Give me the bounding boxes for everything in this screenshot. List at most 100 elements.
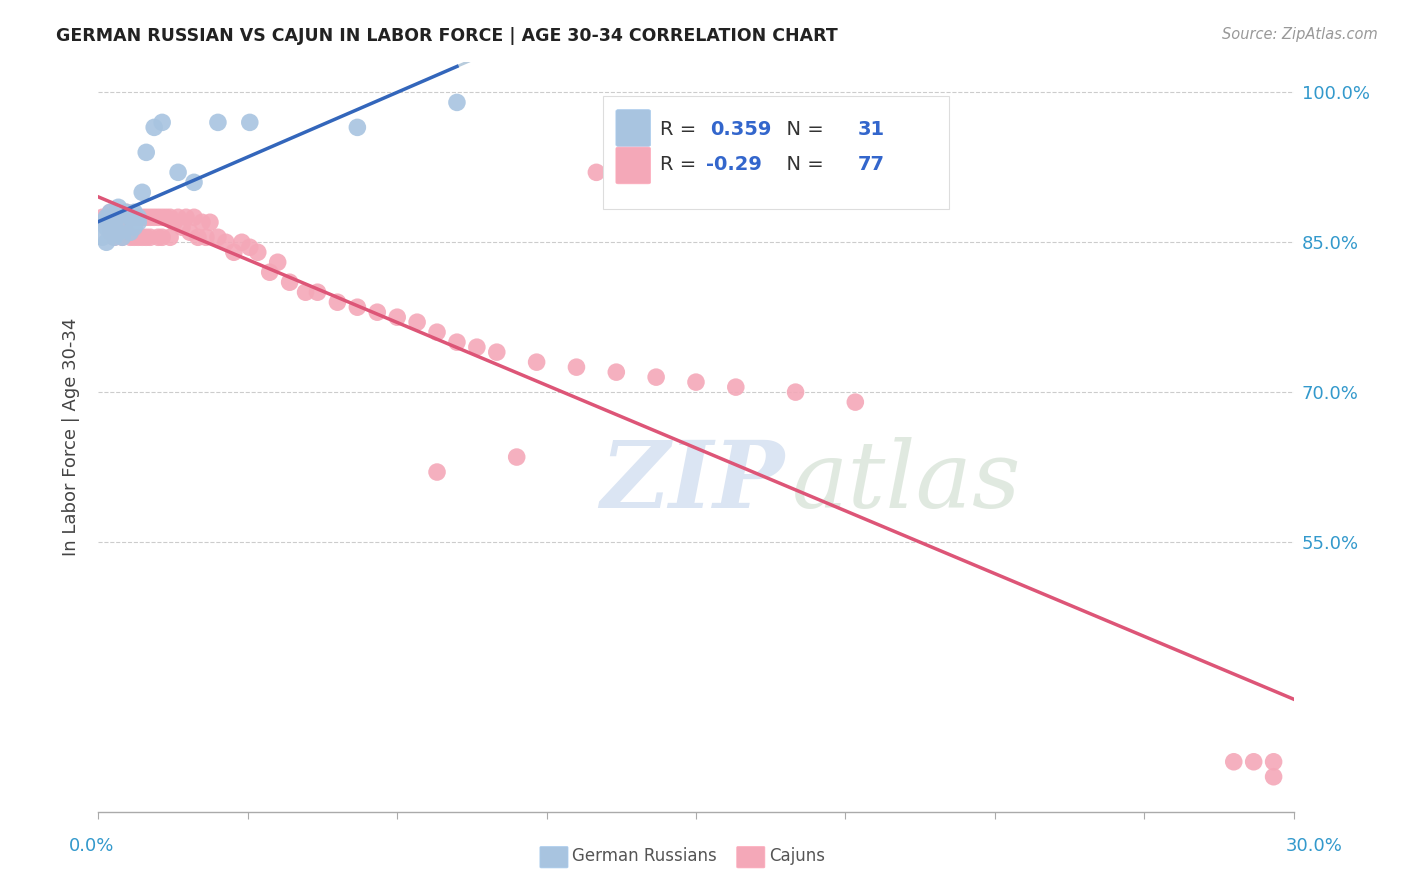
Text: atlas: atlas [792, 437, 1021, 527]
Point [139, 230, 162, 244]
Point [645, 370, 668, 384]
Point [124, 220, 146, 235]
Text: Source: ZipAtlas.com: Source: ZipAtlas.com [1222, 27, 1378, 42]
Point [183, 211, 205, 225]
Point [91, 230, 114, 244]
Point [222, 245, 245, 260]
Point [98, 225, 122, 239]
Point [844, 395, 866, 409]
Point [159, 211, 181, 225]
Point [91, 211, 114, 225]
Point [259, 265, 281, 279]
Point [366, 305, 388, 319]
Text: N =: N = [773, 154, 830, 174]
Text: 0.359: 0.359 [710, 120, 772, 139]
Text: R =: R = [661, 120, 703, 139]
Point [107, 225, 129, 239]
Point [785, 385, 807, 400]
Point [159, 230, 181, 244]
FancyBboxPatch shape [616, 110, 651, 146]
Point [124, 211, 146, 225]
Point [107, 211, 129, 225]
Point [179, 225, 201, 239]
Point [135, 211, 157, 225]
Point [385, 310, 409, 325]
Point [278, 275, 301, 289]
Point [446, 335, 468, 350]
Point [172, 220, 194, 235]
Point [103, 230, 125, 244]
Point [294, 285, 316, 300]
Point [465, 340, 488, 354]
Text: GERMAN RUSSIAN VS CAJUN IN LABOR FORCE | AGE 30-34 CORRELATION CHART: GERMAN RUSSIAN VS CAJUN IN LABOR FORCE |… [56, 27, 838, 45]
Point [167, 211, 190, 225]
Point [585, 165, 607, 179]
Point [526, 355, 548, 369]
Point [135, 230, 157, 244]
FancyBboxPatch shape [616, 147, 651, 184]
Point [115, 205, 138, 219]
Point [111, 215, 134, 229]
Point [506, 450, 529, 464]
Point [191, 215, 214, 229]
Point [120, 211, 142, 225]
Point [127, 211, 149, 225]
Point [98, 205, 122, 219]
Point [98, 225, 122, 239]
Point [231, 235, 253, 250]
Point [426, 325, 449, 339]
Point [98, 205, 122, 219]
Point [96, 235, 118, 250]
Point [115, 205, 138, 219]
Point [485, 345, 508, 359]
Point [98, 211, 122, 225]
Point [96, 211, 118, 225]
Text: ZIP: ZIP [600, 437, 785, 527]
Text: 77: 77 [858, 154, 884, 174]
Point [127, 215, 149, 229]
Point [207, 115, 229, 129]
Point [183, 175, 205, 189]
Point [111, 230, 134, 244]
Point [1263, 770, 1285, 784]
Point [131, 211, 153, 225]
Point [131, 230, 153, 244]
Point [103, 211, 125, 225]
Point [148, 211, 170, 225]
Point [103, 215, 125, 229]
Point [111, 211, 134, 225]
Point [239, 240, 262, 254]
Point [215, 235, 238, 250]
Point [1223, 755, 1246, 769]
Point [124, 205, 146, 219]
Point [143, 120, 166, 135]
Point [187, 230, 209, 244]
Point [246, 245, 269, 260]
Point [107, 225, 129, 239]
Point [326, 295, 349, 310]
Point [111, 230, 134, 244]
Point [155, 211, 177, 225]
Point [446, 95, 468, 110]
Point [131, 186, 153, 200]
Point [124, 230, 146, 244]
Point [685, 375, 707, 389]
Point [150, 230, 173, 244]
Point [346, 300, 368, 314]
Text: 0.0%: 0.0% [69, 837, 114, 855]
Point [150, 115, 173, 129]
Point [174, 211, 197, 225]
Point [115, 225, 138, 239]
Point [406, 315, 429, 329]
Point [107, 200, 129, 214]
Point [120, 225, 142, 239]
Point [163, 215, 186, 229]
Point [724, 380, 747, 394]
Text: Cajuns: Cajuns [769, 847, 825, 865]
Text: 31: 31 [858, 120, 884, 139]
Point [198, 215, 221, 229]
Point [103, 230, 125, 244]
Point [426, 465, 449, 479]
Point [195, 230, 218, 244]
Point [135, 145, 157, 160]
